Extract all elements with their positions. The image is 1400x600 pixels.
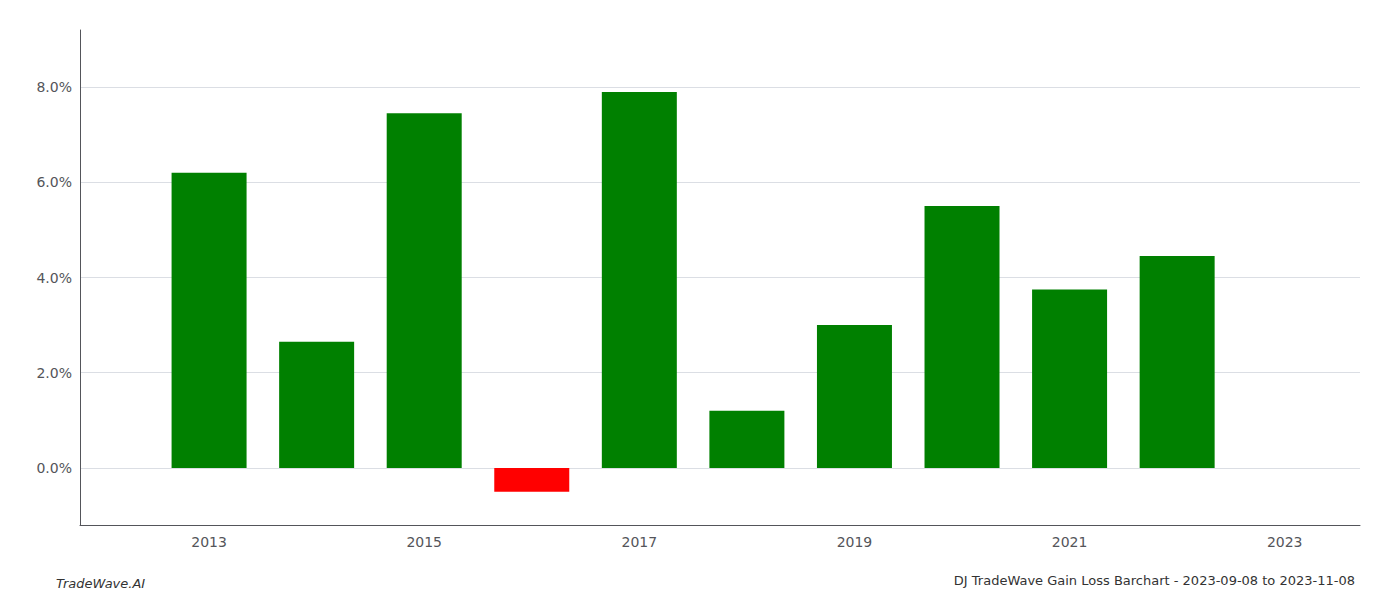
svg-text:2021: 2021 bbox=[1052, 534, 1088, 550]
svg-text:2023: 2023 bbox=[1267, 534, 1303, 550]
svg-text:DJ TradeWave Gain Loss Barchar: DJ TradeWave Gain Loss Barchart - 2023-0… bbox=[954, 573, 1355, 588]
svg-text:2.0%: 2.0% bbox=[36, 365, 72, 381]
svg-text:8.0%: 8.0% bbox=[36, 79, 72, 95]
svg-text:2015: 2015 bbox=[406, 534, 442, 550]
svg-text:2019: 2019 bbox=[837, 534, 873, 550]
svg-text:6.0%: 6.0% bbox=[36, 174, 72, 190]
svg-text:2017: 2017 bbox=[622, 534, 658, 550]
svg-text:4.0%: 4.0% bbox=[36, 270, 72, 286]
svg-text:0.0%: 0.0% bbox=[36, 460, 72, 476]
svg-text:2013: 2013 bbox=[191, 534, 227, 550]
svg-text:TradeWave.AI: TradeWave.AI bbox=[56, 576, 145, 591]
